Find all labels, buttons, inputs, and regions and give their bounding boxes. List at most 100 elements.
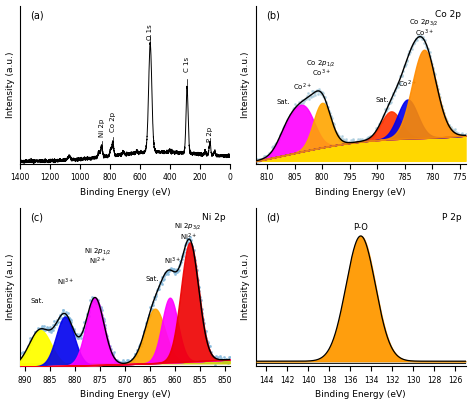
Point (63, 313, 71, 320)
Text: (b): (b) (266, 10, 280, 20)
Point (198, 310, 206, 316)
Point (410, 39, 418, 46)
Point (327, 113, 335, 119)
X-axis label: Binding Energy (eV): Binding Energy (eV) (315, 390, 406, 399)
Point (333, 132, 341, 138)
Point (253, 156, 260, 163)
Point (429, 66, 437, 72)
Point (141, 327, 149, 333)
Point (260, 153, 267, 160)
Point (419, 34, 427, 40)
Point (454, 130, 462, 136)
Point (347, 140, 355, 146)
Point (213, 354, 220, 361)
Point (446, 122, 453, 128)
Point (110, 349, 118, 356)
Point (112, 358, 120, 365)
Point (59, 307, 66, 314)
Point (89, 295, 97, 301)
Point (146, 311, 154, 318)
Point (345, 141, 352, 147)
Point (132, 351, 140, 357)
Point (135, 343, 143, 350)
Point (380, 112, 387, 119)
Point (219, 358, 227, 365)
Point (382, 108, 390, 115)
Point (163, 269, 171, 275)
Point (109, 352, 117, 358)
Point (430, 70, 438, 76)
Text: Ni $2p_{1/2}$: Ni $2p_{1/2}$ (84, 246, 111, 257)
Point (289, 109, 296, 116)
Point (44, 324, 52, 331)
Point (25, 343, 33, 349)
Point (116, 358, 123, 365)
Point (397, 73, 405, 79)
Point (139, 333, 147, 339)
Point (65, 315, 73, 321)
Point (388, 95, 396, 102)
Point (105, 343, 113, 350)
Point (273, 140, 281, 147)
Point (76, 332, 83, 339)
Point (16, 356, 24, 362)
Point (442, 116, 450, 122)
Point (157, 278, 165, 285)
Point (451, 126, 459, 132)
Point (147, 307, 155, 313)
Point (45, 328, 53, 334)
Point (96, 303, 103, 309)
Point (298, 96, 306, 103)
Point (100, 318, 108, 324)
Point (20, 352, 28, 358)
Point (287, 111, 295, 117)
Point (289, 106, 297, 113)
Point (363, 135, 371, 141)
Point (316, 87, 323, 94)
Point (33, 328, 41, 335)
Point (255, 156, 263, 162)
Point (200, 317, 207, 324)
Point (413, 36, 420, 42)
Point (418, 36, 426, 42)
Point (428, 61, 436, 67)
Point (403, 58, 411, 64)
Point (317, 90, 325, 97)
Text: P 2p: P 2p (442, 213, 461, 222)
Point (408, 43, 415, 50)
Point (210, 354, 217, 360)
Point (55, 315, 63, 321)
Point (213, 357, 221, 364)
Point (91, 298, 99, 305)
Point (168, 266, 175, 272)
Point (258, 156, 265, 162)
Point (315, 86, 323, 92)
Point (51, 318, 58, 325)
Point (48, 327, 56, 333)
Point (175, 266, 182, 273)
Point (170, 266, 177, 273)
Point (142, 320, 149, 326)
Point (26, 337, 34, 344)
Point (170, 269, 178, 275)
Point (368, 135, 375, 142)
Point (321, 94, 328, 100)
Point (83, 316, 91, 322)
Point (374, 125, 381, 132)
Point (447, 126, 454, 133)
Point (364, 141, 371, 147)
Point (28, 337, 36, 344)
Point (220, 358, 228, 364)
Point (218, 355, 225, 362)
Y-axis label: Intensity (a.u.): Intensity (a.u.) (241, 254, 250, 320)
Point (204, 340, 212, 347)
Point (137, 343, 145, 349)
Point (261, 153, 269, 159)
Point (286, 112, 294, 118)
Point (161, 271, 169, 277)
Point (209, 352, 216, 359)
Point (405, 51, 412, 57)
Text: P-O: P-O (353, 223, 368, 232)
Point (333, 130, 340, 137)
Point (197, 296, 204, 303)
